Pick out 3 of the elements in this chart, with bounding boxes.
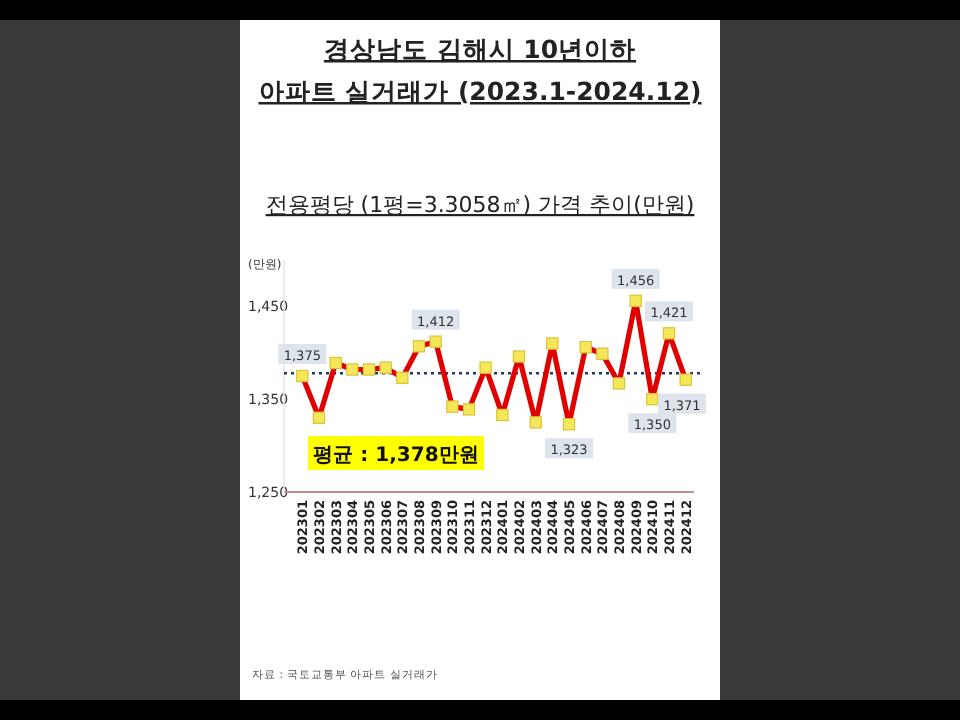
annotation: 평균 : 1,378만원	[313, 445, 479, 467]
chart-title: 경상남도 김해시 10년이하 아파트 실거래가 (2023.1-2024.12)	[258, 34, 702, 106]
chart-subtitle: 전용평당 (1평=3.3058㎡) 가격 추이(만원)	[265, 192, 695, 218]
